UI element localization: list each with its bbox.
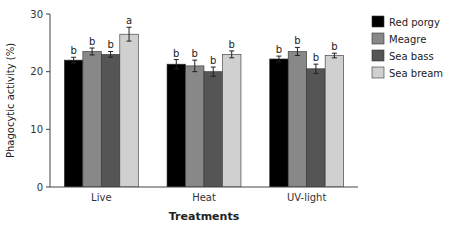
- legend-swatch: [372, 50, 384, 61]
- legend-label: Meagre: [389, 34, 426, 45]
- y-tick: [46, 187, 50, 188]
- annotation: b: [89, 36, 95, 47]
- error-cap: [295, 55, 300, 56]
- error-cap: [229, 50, 234, 51]
- bar: [120, 34, 138, 187]
- error-line: [73, 57, 74, 63]
- error-cap: [108, 51, 113, 52]
- y-tick-label: 0: [37, 182, 43, 193]
- error-line: [129, 27, 130, 41]
- error-line: [176, 60, 177, 69]
- chart: b b b b b b b b b a b b 0 10 20 30 Live Heat UV-light Treat…: [0, 0, 466, 229]
- y-axis-label: Phagocytic activity (%): [5, 43, 16, 158]
- legend-label: Sea bass: [389, 51, 434, 62]
- error-bar: [108, 51, 113, 57]
- annotation: b: [70, 45, 76, 56]
- error-cap: [313, 73, 318, 74]
- error-cap: [71, 57, 76, 58]
- error-cap: [276, 61, 281, 62]
- y-tick: [46, 14, 50, 15]
- error-cap: [192, 71, 197, 72]
- y-tick-label: 10: [30, 124, 43, 135]
- x-tick-label: UV-light: [287, 192, 326, 203]
- error-bar: [211, 67, 216, 76]
- legend-swatch: [372, 33, 384, 44]
- error-bar: [295, 47, 300, 55]
- error-cap: [90, 48, 95, 49]
- error-line: [315, 64, 316, 73]
- plot-marks: [64, 27, 343, 187]
- error-cap: [192, 60, 197, 61]
- legend-label: Sea bream: [389, 68, 443, 79]
- annotation: b: [276, 44, 282, 55]
- annotation: b: [229, 39, 235, 50]
- error-cap: [174, 68, 179, 69]
- annotation: b: [210, 55, 216, 66]
- x-tick-label: Heat: [192, 192, 216, 203]
- legend-swatch: [372, 16, 384, 27]
- error-cap: [108, 57, 113, 58]
- error-line: [297, 47, 298, 55]
- error-bar: [276, 56, 281, 62]
- plot-texts: b b b b b b b b b a b b: [70, 15, 337, 66]
- error-cap: [313, 64, 318, 65]
- error-line: [231, 51, 232, 58]
- error-cap: [229, 57, 234, 58]
- y-tick: [46, 129, 50, 130]
- error-cap: [127, 41, 132, 42]
- error-bar: [90, 48, 95, 55]
- error-bar: [229, 51, 234, 58]
- error-bar: [127, 27, 132, 41]
- y-axis: [50, 14, 51, 187]
- error-cap: [332, 53, 337, 54]
- annotation: b: [313, 52, 319, 63]
- error-cap: [174, 59, 179, 60]
- bar: [167, 64, 185, 187]
- y-tick-label: 20: [30, 66, 43, 77]
- x-axis-label: Treatments: [169, 210, 240, 223]
- error-line: [92, 48, 93, 55]
- bar: [270, 59, 288, 187]
- legend-swatch: [372, 67, 384, 78]
- error-cap: [127, 27, 132, 28]
- error-bar: [313, 64, 318, 73]
- error-line: [334, 53, 335, 58]
- annotation: b: [173, 48, 179, 59]
- error-line: [213, 67, 214, 76]
- error-cap: [276, 56, 281, 57]
- error-cap: [71, 63, 76, 64]
- error-cap: [211, 76, 216, 77]
- error-cap: [295, 47, 300, 48]
- error-line: [194, 60, 195, 72]
- annotation: b: [192, 48, 198, 59]
- error-bar: [192, 60, 197, 72]
- x-tick-label: Live: [91, 192, 111, 203]
- bar: [186, 66, 204, 187]
- bar: [307, 69, 325, 187]
- bar: [222, 54, 240, 187]
- bar: [325, 56, 343, 187]
- bar: [101, 54, 119, 187]
- annotation: b: [294, 35, 300, 46]
- error-line: [278, 56, 279, 62]
- legend-label: Red porgy: [389, 17, 440, 28]
- annotation: b: [107, 39, 113, 50]
- bar: [64, 60, 82, 187]
- error-cap: [332, 57, 337, 58]
- y-tick: [46, 71, 50, 72]
- error-bar: [174, 60, 179, 69]
- x-axis: [50, 187, 358, 188]
- error-bar: [332, 53, 337, 58]
- error-cap: [90, 54, 95, 55]
- bar: [204, 72, 222, 187]
- bar: [83, 51, 101, 187]
- error-line: [110, 51, 111, 57]
- error-bar: [71, 57, 76, 63]
- annotation: a: [126, 15, 132, 26]
- bar: [288, 51, 306, 187]
- y-tick-label: 30: [30, 9, 43, 20]
- legend: Red porgy Meagre Sea bass Sea bream: [372, 16, 443, 79]
- error-cap: [211, 67, 216, 68]
- annotation: b: [331, 41, 337, 52]
